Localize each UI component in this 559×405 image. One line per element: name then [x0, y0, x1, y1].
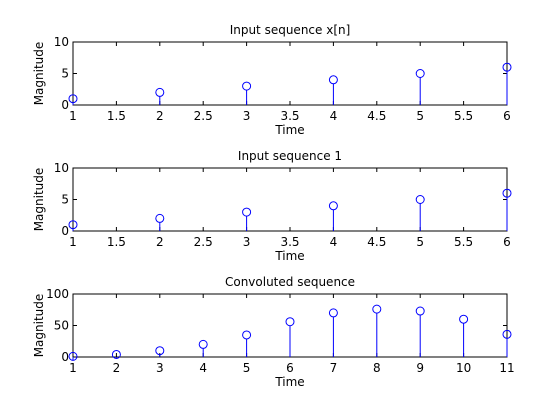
x-tick-label: 1.5 [107, 109, 126, 123]
x-tick-label: 5 [416, 235, 424, 249]
x-tick-label: 9 [416, 361, 424, 375]
chart-title: Input sequence 1 [238, 149, 342, 163]
stem-marker [328, 308, 338, 318]
stem-marker [328, 75, 338, 85]
x-tick-label: 3 [243, 109, 251, 123]
x-tick-label: 2 [156, 235, 164, 249]
stem-marker [198, 339, 208, 349]
x-tick-label: 3.5 [280, 235, 299, 249]
y-axis-label: Magnitude [32, 42, 46, 106]
x-tick-label: 5.5 [454, 109, 473, 123]
stem-marker [285, 317, 295, 327]
y-tick-label: 100 [46, 287, 69, 301]
x-tick-label: 3 [243, 235, 251, 249]
stem-marker [502, 188, 512, 198]
stem-marker [155, 213, 165, 223]
y-tick-label: 10 [54, 35, 69, 49]
x-tick-label: 2.5 [194, 109, 213, 123]
y-tick-label: 0 [61, 350, 69, 364]
x-tick-label: 6 [503, 235, 511, 249]
subplot-input-sequence-1: Input sequence 1 Magnitude Time 1 1.5 2 2.5… [32, 149, 512, 263]
x-tick-label: 1 [69, 109, 77, 123]
stem-marker [328, 201, 338, 211]
y-tick-label: 10 [54, 161, 69, 175]
x-tick-label: 8 [373, 361, 381, 375]
chart-title: Convoluted sequence [225, 275, 355, 289]
x-tick-label: 4 [330, 109, 338, 123]
stem-marker [372, 304, 382, 314]
y-axis-label: Magnitude [32, 168, 46, 232]
axes-box [72, 41, 508, 106]
stem-marker [155, 87, 165, 97]
subplot-convoluted-sequence: Convoluted sequence Magnitude Time 1 2 3 4 5… [32, 275, 515, 389]
y-axis-label: Magnitude [32, 294, 46, 358]
x-tick-label: 10 [456, 361, 471, 375]
stem-marker [415, 69, 425, 78]
x-tick-label: 2 [156, 109, 164, 123]
stem-marker [242, 330, 252, 340]
x-tick-label: 6 [286, 361, 294, 375]
chart-title: Input sequence x[n] [230, 23, 351, 37]
stem-marker [68, 351, 78, 361]
x-tick-label: 5 [416, 109, 424, 123]
x-tick-label: 2 [113, 361, 121, 375]
x-tick-label: 5.5 [454, 235, 473, 249]
stem-marker [242, 81, 252, 91]
y-tick-label: 5 [61, 193, 69, 207]
y-tick-label: 5 [61, 67, 69, 81]
x-axis-label: Time [274, 375, 304, 389]
x-tick-label: 4.5 [367, 235, 386, 249]
x-tick-label: 1 [69, 235, 77, 249]
x-tick-label: 3 [156, 361, 164, 375]
stem-marker [415, 306, 425, 316]
stem-marker [155, 346, 165, 356]
x-tick-label: 2.5 [194, 235, 213, 249]
x-axis-label: Time [274, 249, 304, 263]
y-tick-label: 50 [54, 319, 69, 333]
x-tick-label: 3.5 [280, 109, 299, 123]
subplot-input-sequence-x: Input sequence x[n] Magnitude Time 1 1.5 2… [32, 23, 512, 137]
stem-marker [459, 314, 469, 324]
x-tick-label: 4 [330, 235, 338, 249]
stem-marker [68, 220, 78, 230]
stem-marker [502, 62, 512, 72]
x-tick-label: 6 [503, 109, 511, 123]
x-tick-label: 11 [499, 361, 514, 375]
stem-marker [415, 195, 425, 204]
x-tick-label: 1 [69, 361, 77, 375]
x-axis-label: Time [274, 123, 304, 137]
x-tick-label: 4 [199, 361, 207, 375]
x-tick-label: 4.5 [367, 109, 386, 123]
x-tick-label: 7 [330, 361, 338, 375]
stem-marker [502, 329, 512, 339]
stem-marker [111, 349, 121, 359]
x-tick-label: 1.5 [107, 235, 126, 249]
axes-box [72, 167, 508, 232]
x-tick-label: 5 [243, 361, 251, 375]
stem-marker [242, 207, 252, 217]
y-tick-label: 0 [61, 98, 69, 112]
stem-marker [68, 94, 78, 104]
y-tick-label: 0 [61, 224, 69, 238]
